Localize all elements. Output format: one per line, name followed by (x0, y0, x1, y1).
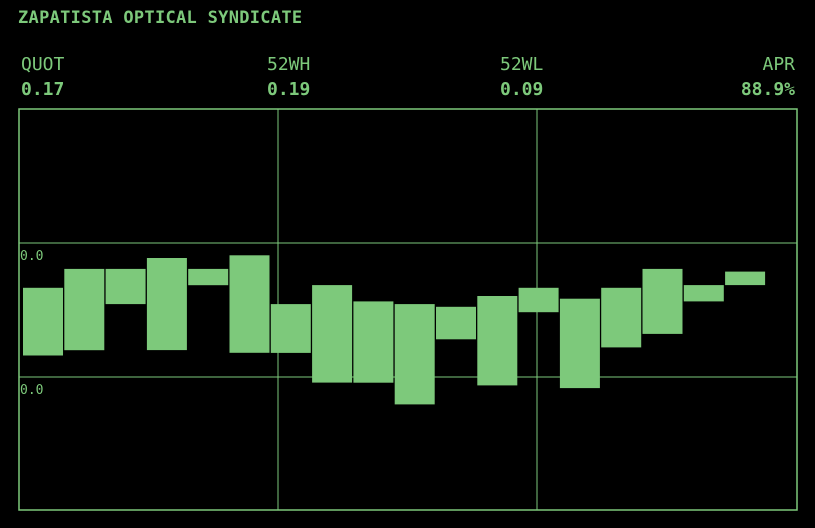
candle-body (683, 285, 724, 302)
candle-body (270, 304, 311, 353)
stat-52wl-label: 52WL (500, 54, 544, 75)
stat-quot-label: QUOT (21, 54, 65, 75)
stat-quot-value: 0.17 (21, 79, 65, 100)
page-title: ZAPATISTA OPTICAL SYNDICATE (18, 8, 303, 28)
candle-bodies (23, 255, 766, 405)
candle-body (559, 298, 600, 389)
candle-body (146, 258, 187, 351)
candle-body (394, 304, 435, 405)
candle-body (642, 268, 683, 334)
stat-apr-value: 88.9% (740, 79, 795, 100)
y-tick-label: 0.0 (20, 383, 43, 398)
candle-body (188, 268, 229, 286)
stat-52wl-value: 0.09 (500, 79, 544, 100)
chart-frame (18, 108, 798, 511)
stat-apr: APR 88.9% (741, 54, 795, 100)
candle-body (601, 287, 642, 348)
candle-body (312, 285, 353, 383)
candle-body (436, 306, 476, 340)
y-tick-label: 0.0 (20, 249, 43, 264)
stat-52wh-value: 0.19 (267, 79, 311, 100)
candle-body (23, 287, 63, 356)
stat-52wh: 52WH 0.19 (267, 54, 310, 100)
candle-body (105, 268, 146, 305)
stat-52wh-label: 52WH (267, 54, 311, 75)
candle-body (353, 301, 394, 383)
stat-apr-label: APR (762, 54, 795, 75)
candle-body (518, 287, 559, 313)
stat-quot: QUOT 0.17 (21, 54, 64, 100)
candle-body (229, 255, 270, 353)
stat-52wl: 52WL 0.09 (500, 54, 543, 100)
candle-body (64, 268, 105, 351)
candle-body (725, 271, 766, 286)
candle-body (477, 296, 518, 386)
